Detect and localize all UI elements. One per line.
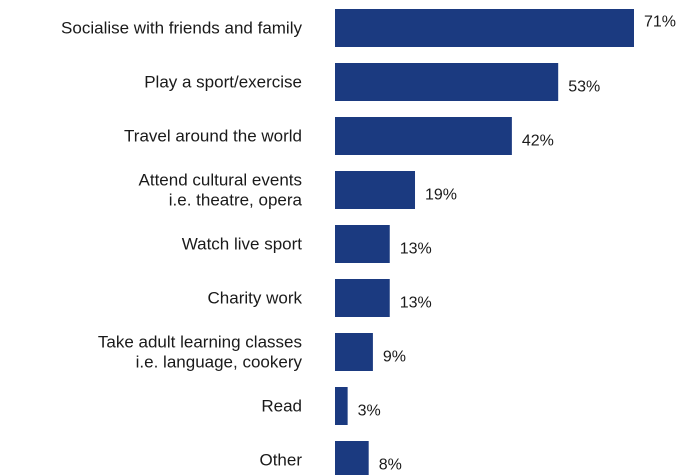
category-label-line: Play a sport/exercise [144,73,302,92]
category-label-7: Read [261,397,302,416]
category-label-0: Socialise with friends and family [61,19,302,38]
category-label-5: Charity work [208,289,303,308]
value-label-8: 8% [379,457,402,474]
category-label-line: Travel around the world [124,127,302,146]
category-label-line: Attend cultural events [139,171,302,190]
category-label-line: Socialise with friends and family [61,19,302,38]
bar-3 [335,171,416,209]
category-label-4: Watch live sport [182,235,303,254]
value-label-2: 42% [522,133,554,150]
category-label-line: Watch live sport [182,235,303,254]
bar-1 [335,63,559,101]
value-label-3: 19% [425,187,457,204]
value-label-4: 13% [400,241,432,258]
category-label-line: i.e. theatre, opera [169,191,303,210]
category-label-line: i.e. language, cookery [136,353,303,372]
value-label-0: 71% [644,14,676,31]
value-label-7: 3% [358,403,381,420]
value-label-1: 53% [568,79,600,96]
bar-4 [335,225,390,263]
bar-5 [335,279,390,317]
category-label-line: Read [261,397,302,416]
value-label-6: 9% [383,349,406,366]
bar-2 [335,117,512,155]
bar-7 [335,387,348,425]
category-label-6: Take adult learning classes i.e. language… [98,333,303,372]
category-label-line: Take adult learning classes [98,333,302,352]
bar-8 [335,441,369,475]
bar-0 [335,9,634,47]
category-label-8: Other [259,451,302,470]
bar-6 [335,333,373,371]
category-label-3: Attend cultural events i.e. theatre, oper… [139,171,303,210]
category-label-line: Other [259,451,302,470]
category-label-1: Play a sport/exercise [144,73,302,92]
category-label-line: Charity work [208,289,303,308]
category-label-2: Travel around the world [124,127,302,146]
value-label-5: 13% [400,295,432,312]
